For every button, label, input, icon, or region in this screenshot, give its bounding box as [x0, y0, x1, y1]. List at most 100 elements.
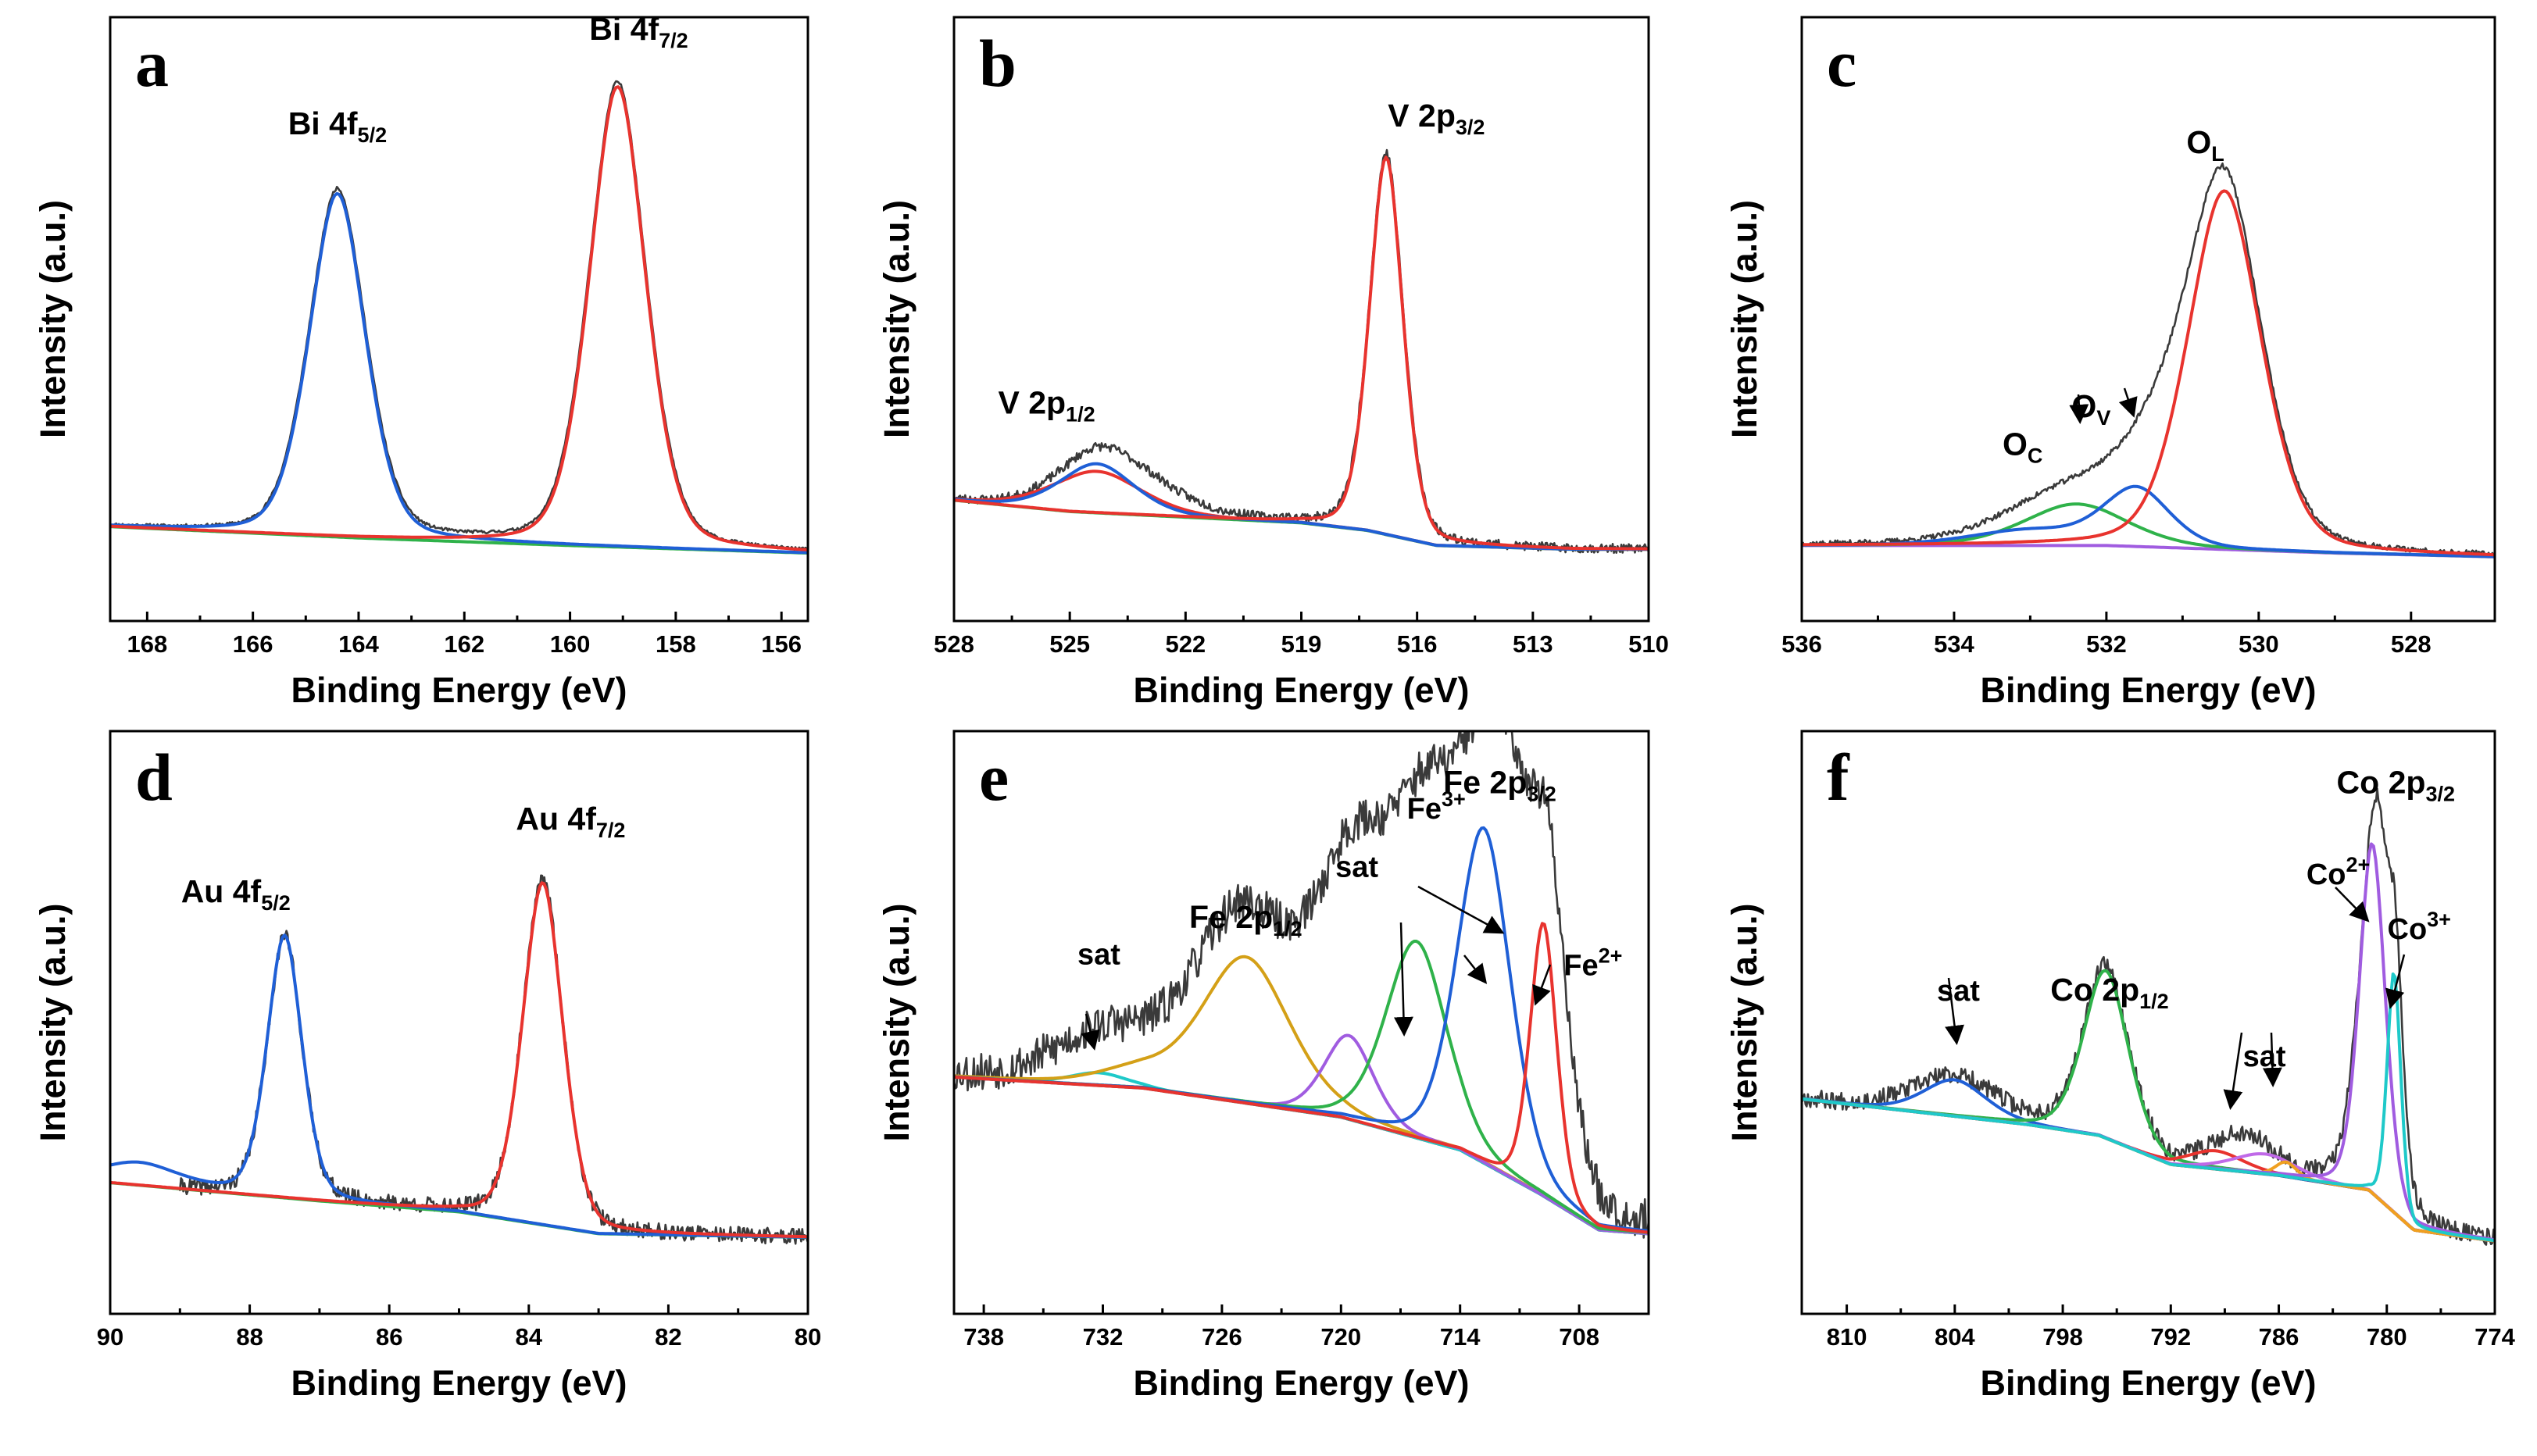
annotation-main: V 2p — [1388, 98, 1456, 134]
x-tick-label: 166 — [233, 630, 273, 658]
panel-e: 738 732 726 720 714 708 Binding Energy (eV) Int… — [877, 730, 1650, 1403]
y-axis-label: Intensity (a.u.) — [877, 903, 917, 1141]
annotation-arrow — [2385, 954, 2406, 1009]
annotation-a2: Bi 4f7/2 — [589, 11, 688, 52]
series-b-v-2p1-2-component — [954, 462, 1649, 551]
annotation-sup: 2+ — [2346, 853, 2370, 876]
annotation-arrow — [2223, 1032, 2243, 1110]
annotation-main: sat — [1937, 975, 1980, 1008]
annotation-main: V 2p — [998, 384, 1066, 420]
x-tick-label: 720 — [1320, 1323, 1361, 1351]
series-c-raw — [1802, 162, 2495, 558]
x-tick-label: 162 — [444, 630, 484, 658]
annotation-c2: OV — [2071, 388, 2110, 430]
annotation-b2: V 2p3/2 — [1388, 98, 1485, 139]
x-axis-label: Binding Energy (eV) — [1980, 1363, 2316, 1403]
series-a-bi-4f5-2-fit — [110, 191, 808, 555]
series-d-au-4f5-2-fit — [110, 933, 808, 1239]
series-f-co3- — [1802, 972, 2495, 1243]
annotation-sub: 5/2 — [358, 123, 388, 147]
panel-d: 90 88 86 84 82 80 Binding Energy (eV) Intensity… — [33, 730, 821, 1403]
annotation-arrow — [1945, 977, 1964, 1045]
series-b-background — [954, 498, 1649, 551]
annotation-sub: 1/2 — [1066, 402, 1095, 426]
annotation-arrow — [2262, 1032, 2282, 1087]
series-f-co2- — [1802, 842, 2495, 1242]
annotation-sub: V — [2096, 406, 2110, 430]
axis-frame-d — [109, 730, 809, 1315]
annotation-c1: OC — [2003, 426, 2042, 467]
annotation-main: Au 4f — [181, 873, 262, 909]
x-tick-label: 528 — [934, 630, 974, 658]
annotation-a1: Bi 4f5/2 — [288, 105, 387, 147]
axis-frame-f — [1800, 730, 2496, 1315]
x-tick-label: 525 — [1049, 630, 1090, 658]
panel-c: 536 534 532 530 528 Binding Energy (eV) Intens… — [1724, 16, 2496, 710]
annotation-main: Fe 2p — [1189, 899, 1273, 935]
annotation-main: Bi 4f — [589, 11, 659, 47]
annotation-main: Fe — [1563, 949, 1598, 982]
annotation-f3: sat — [2243, 1040, 2286, 1073]
x-axis-label: Binding Energy (eV) — [291, 670, 627, 710]
annotation-d1: Au 4f5/2 — [181, 873, 291, 915]
y-axis-label: Intensity (a.u.) — [33, 903, 73, 1141]
x-tick-label: 714 — [1440, 1323, 1481, 1351]
series-b-v-2p3-2-fit — [954, 155, 1649, 551]
annotation-arrow — [2335, 887, 2370, 922]
annotation-main: Bi 4f — [288, 105, 358, 141]
x-tick-label: 90 — [97, 1323, 123, 1351]
annotation-main: O — [2071, 388, 2096, 424]
x-tick-label: 774 — [2474, 1323, 2515, 1351]
panel-a: 168 166 164 162 160 158 156 Binding Energy (eV)… — [33, 11, 809, 710]
annotation-f2: Co 2p1/2 — [2050, 972, 2168, 1013]
annotation-main: Co — [2307, 858, 2346, 891]
series-a-raw — [110, 80, 808, 551]
panel-letter: b — [979, 26, 1017, 101]
annotation-arrow — [1081, 1013, 1100, 1051]
series-e-raw — [954, 731, 1649, 1239]
annotation-main: O — [2186, 124, 2211, 160]
annotation-main: sat — [2243, 1040, 2286, 1073]
series-e-sat-719 — [954, 1033, 1649, 1236]
x-tick-label: 792 — [2150, 1323, 2191, 1351]
annotation-arrow — [1417, 885, 1505, 934]
y-axis-label: Intensity (a.u.) — [33, 200, 73, 438]
annotation-main: sat — [1077, 938, 1120, 971]
x-tick-label: 82 — [655, 1323, 681, 1351]
panel-b: 528 525 522 519 516 513 510 Binding Energy (eV)… — [877, 16, 1669, 710]
annotation-sub: 3/2 — [1527, 782, 1556, 805]
annotation-main: Fe 2p — [1443, 764, 1527, 800]
panel-letter: a — [135, 26, 169, 101]
annotation-arrow — [1463, 955, 1488, 984]
annotation-f4: Co2+ — [2307, 853, 2370, 891]
panel-letter: f — [1827, 740, 1850, 815]
x-axis-label: Binding Energy (eV) — [291, 1363, 627, 1403]
x-tick-label: 786 — [2259, 1323, 2299, 1351]
annotation-b1: V 2p1/2 — [998, 384, 1095, 426]
x-tick-label: 519 — [1281, 630, 1322, 658]
annotation-f1: sat — [1937, 975, 1980, 1008]
annotation-main: Fe — [1407, 793, 1442, 826]
annotation-main: Co 2p — [2050, 972, 2139, 1008]
x-tick-label: 168 — [127, 630, 167, 658]
annotation-e2: Fe 2p1/2 — [1189, 899, 1302, 940]
y-axis-label: Intensity (a.u.) — [877, 200, 917, 438]
x-tick-label: 84 — [516, 1323, 543, 1351]
x-tick-label: 80 — [795, 1323, 821, 1351]
x-tick-label: 726 — [1202, 1323, 1242, 1351]
annotation-c3: OL — [2186, 124, 2224, 166]
panel-f: 810 804 798 792 786 780 774 Binding Energy (eV)… — [1724, 730, 2516, 1403]
x-tick-label: 88 — [236, 1323, 263, 1351]
x-tick-label: 156 — [761, 630, 802, 658]
series-e-fe3- — [954, 826, 1649, 1233]
x-axis-label: Binding Energy (eV) — [1980, 670, 2316, 710]
x-tick-label: 780 — [2367, 1323, 2407, 1351]
annotation-sub: 7/2 — [596, 819, 626, 842]
x-tick-label: 532 — [2086, 630, 2127, 658]
series-a-bi-4f7-2-fit — [110, 85, 808, 551]
x-tick-label: 708 — [1559, 1323, 1599, 1351]
annotation-main: Co 2p — [2337, 764, 2426, 800]
x-tick-label: 732 — [1083, 1323, 1124, 1351]
annotation-d2: Au 4f7/2 — [516, 801, 625, 842]
annotation-e6: Fe2+ — [1563, 944, 1622, 982]
